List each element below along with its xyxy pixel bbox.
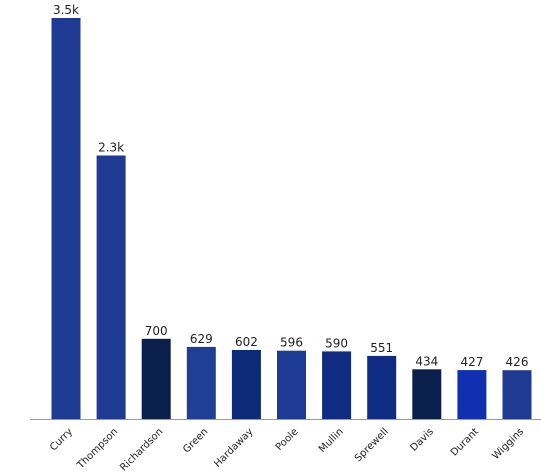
value-label-davis: 434: [415, 354, 438, 368]
bar-davis[interactable]: [412, 369, 442, 419]
bars-layer: [51, 18, 532, 420]
tick-label-richardson: Richardson: [118, 426, 165, 472]
bar-thompson[interactable]: [96, 155, 126, 420]
value-label-wiggins: 426: [506, 355, 529, 369]
tick-label-durant: Durant: [449, 426, 481, 458]
tick-label-sprewell: Sprewell: [353, 426, 391, 464]
tick-label-hardaway: Hardaway: [212, 426, 255, 469]
bar-richardson[interactable]: [141, 338, 171, 419]
bar-hardaway[interactable]: [231, 350, 261, 419]
bar-mullin[interactable]: [322, 351, 352, 419]
value-label-hardaway: 602: [235, 335, 258, 349]
value-labels-layer: 3.5k 2.3k 700 629 602 596 590 551 434 427 426: [53, 3, 528, 369]
bar-wiggins[interactable]: [502, 370, 532, 419]
value-label-durant: 427: [460, 355, 483, 369]
value-label-mullin: 590: [325, 336, 348, 350]
tick-label-davis: Davis: [409, 426, 436, 453]
tick-label-wiggins: Wiggins: [490, 426, 526, 462]
tick-label-curry: Curry: [48, 426, 75, 453]
bar-green[interactable]: [186, 346, 216, 419]
value-label-sprewell: 551: [370, 341, 393, 355]
value-label-poole: 596: [280, 336, 303, 350]
value-label-curry: 3.5k: [53, 3, 79, 17]
value-label-richardson: 700: [145, 324, 168, 338]
value-label-thompson: 2.3k: [98, 141, 124, 155]
tick-label-green: Green: [181, 426, 210, 455]
bar-durant[interactable]: [457, 370, 487, 419]
tick-label-thompson: Thompson: [75, 426, 120, 471]
bar-curry[interactable]: [51, 18, 81, 419]
tick-label-poole: Poole: [274, 426, 301, 453]
bar-sprewell[interactable]: [367, 355, 397, 419]
bar-poole[interactable]: [277, 350, 306, 419]
tick-label-mullin: Mullin: [317, 426, 346, 455]
value-label-green: 629: [190, 332, 213, 346]
